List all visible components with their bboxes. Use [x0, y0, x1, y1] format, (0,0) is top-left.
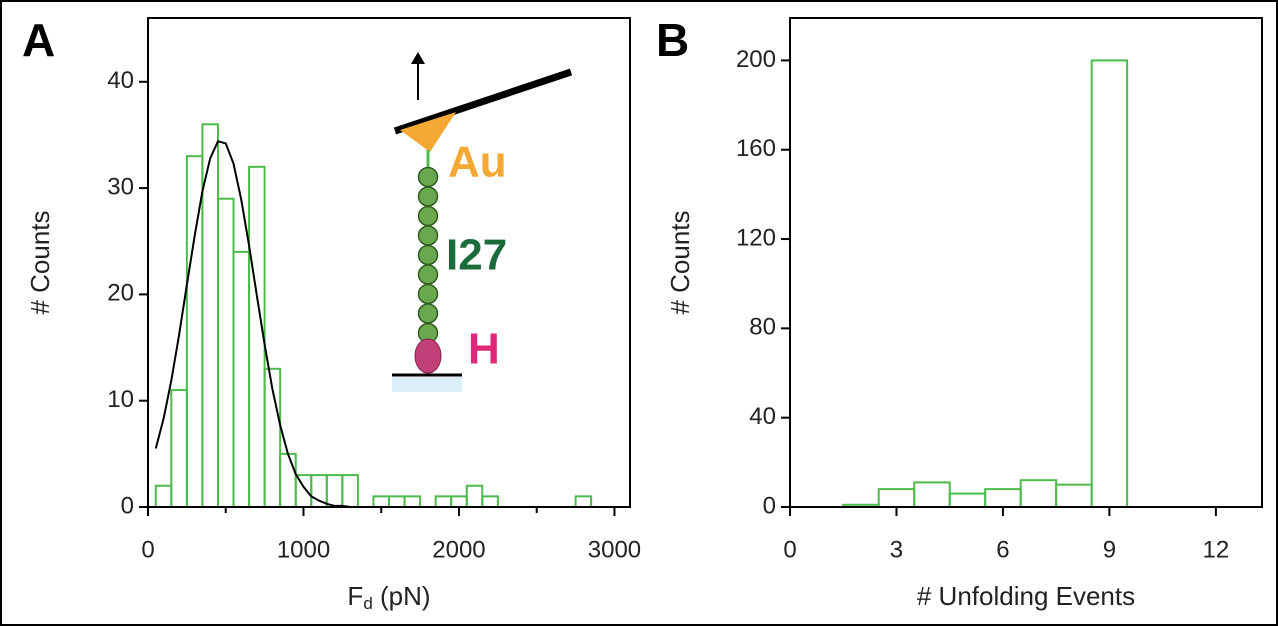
x-axis-label: Fd (pN): [347, 581, 430, 614]
x-axis-label-part: F: [347, 581, 363, 611]
y-tick-label: 40: [107, 67, 134, 94]
panel-0: A 0 1000 2000 3000 0 10 20 30 40 Fd (pN) # Counts: [22, 14, 641, 613]
bead: [417, 244, 439, 266]
anchor-domain: [414, 338, 442, 374]
bead: [417, 283, 439, 305]
fit-curve: [154, 140, 358, 508]
protein-chain: [417, 166, 439, 344]
x-axis-label: # Unfolding Events: [917, 581, 1135, 611]
inset-diagram: Au I27 H: [392, 52, 573, 392]
gold-tip: [400, 112, 456, 152]
pull-arrow-head: [411, 52, 425, 64]
x-tick-label: 12: [1203, 536, 1230, 563]
plot-frame: [147, 17, 631, 508]
y-tick-label: 10: [107, 386, 134, 413]
x-tick-label: 3: [890, 536, 903, 563]
plot-frame: [789, 17, 1263, 508]
y-tick-label: 200: [736, 46, 776, 73]
bead: [417, 166, 439, 188]
x-tick-label: 9: [1103, 536, 1116, 563]
x-tick-label: 1000: [277, 536, 330, 563]
x-tick-label: 2000: [432, 536, 485, 563]
y-tick-label: 120: [736, 224, 776, 251]
y-axis-label: # Counts: [665, 210, 695, 314]
bead: [417, 205, 439, 227]
panel-label: A: [22, 14, 55, 66]
bead: [417, 225, 439, 246]
x-axis-label-part: # Unfolding Events: [917, 581, 1135, 611]
x-axis-label-part: (pN): [373, 581, 431, 611]
y-tick-label: 160: [736, 135, 776, 162]
y-axis-label: # Counts: [25, 210, 55, 314]
y-tick-label: 80: [749, 314, 776, 341]
x-tick-label: 0: [783, 536, 796, 563]
y-tick-label: 20: [107, 280, 134, 307]
label-au: Au: [448, 138, 507, 187]
x-tick-label: 6: [996, 536, 1009, 563]
panel-label: B: [656, 14, 689, 66]
y-tick-label: 0: [763, 492, 776, 519]
x-axis-label-subscript: d: [363, 594, 372, 613]
y-tick-label: 40: [749, 403, 776, 430]
label-h: H: [468, 325, 500, 374]
x-tick-label: 3000: [588, 536, 641, 563]
x-tick-label: 0: [141, 536, 154, 563]
bead: [417, 264, 439, 285]
substrate: [392, 377, 462, 392]
y-tick-label: 30: [107, 173, 134, 200]
y-tick-label: 0: [121, 492, 134, 519]
bead: [417, 186, 439, 207]
bead: [417, 303, 439, 324]
cantilever: [393, 68, 573, 135]
label-i27: I27: [446, 231, 507, 280]
